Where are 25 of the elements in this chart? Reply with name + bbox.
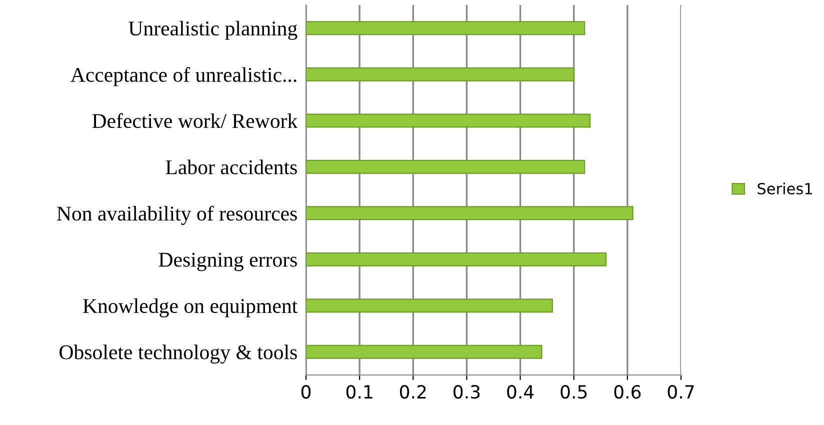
x-tick-label: 0.3 [454, 385, 480, 399]
bar [306, 160, 586, 174]
legend-label: Series1 [758, 182, 812, 194]
x-tick-label: 0.6 [614, 385, 641, 399]
bar [306, 298, 553, 313]
bar [306, 114, 590, 128]
x-tick-label: 0.2 [400, 385, 426, 399]
x-tick-label: 0.1 [346, 385, 372, 399]
x-tick-label: 0.4 [507, 385, 534, 399]
bar [306, 252, 607, 266]
y-tick-label: Knowledge on equipment [83, 298, 298, 318]
y-tick-label: Defective work/ Rework [92, 113, 298, 128]
x-tick-label: 0 [301, 385, 311, 399]
x-tick-label: 0.5 [560, 385, 587, 399]
y-tick-label: Non availability of resources [57, 206, 297, 225]
y-tick-label: Acceptance of unrealistic... [70, 67, 296, 86]
bar [306, 206, 634, 220]
bar [306, 67, 574, 82]
y-tick-label: Obsolete technology & tools [60, 344, 297, 364]
y-tick-label: Unrealistic planning [128, 20, 298, 40]
bar [306, 21, 586, 36]
y-tick-label: Designing errors [158, 252, 297, 272]
bar [306, 344, 542, 359]
x-tick-label: 0.7 [668, 385, 694, 399]
y-tick-label: Labor accidents [166, 160, 297, 174]
